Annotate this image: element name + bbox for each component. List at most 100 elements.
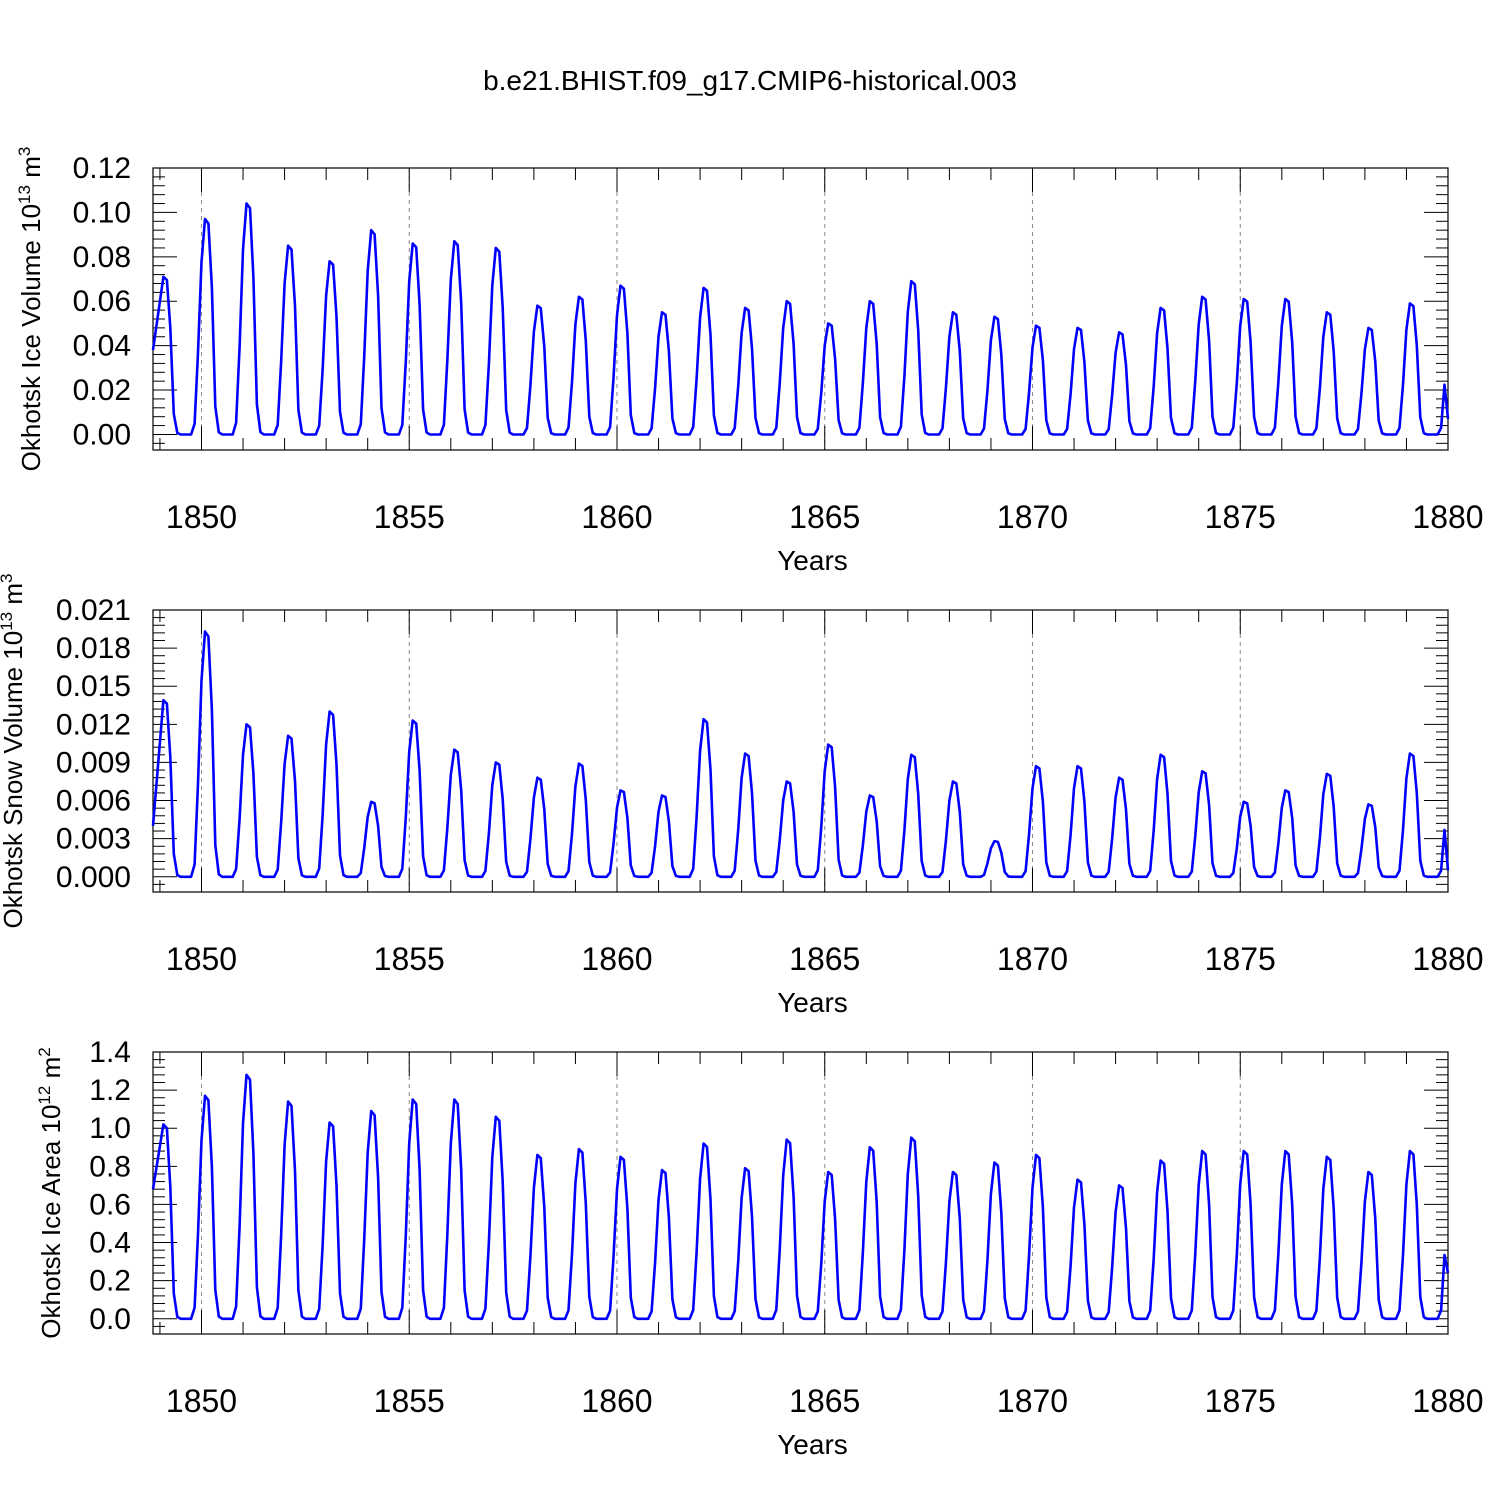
x-tick-label: 1880 — [1412, 499, 1483, 535]
x-tick-label: 1865 — [789, 1383, 860, 1419]
annual-peak-point — [246, 203, 247, 204]
series-line — [151, 202, 1450, 436]
annual-peak-point — [163, 276, 164, 277]
annual-peak-point — [703, 287, 704, 288]
annual-peak-point — [662, 795, 663, 796]
y-tick-label: 1.0 — [89, 1112, 131, 1145]
annual-peak-point — [828, 323, 829, 324]
x-tick-label: 1875 — [1205, 941, 1276, 977]
annual-peak-point — [288, 245, 289, 246]
y-axis-label-text: Okhotsk Snow Volume 10 — [0, 631, 28, 929]
annual-peak-point — [288, 735, 289, 736]
y-axis-label-unit-exponent: 3 — [15, 147, 34, 156]
y-tick-label: 0.00 — [73, 418, 131, 451]
y-axis-label-exponent: 13 — [15, 185, 34, 204]
annual-peak-point — [1160, 1160, 1161, 1161]
annual-peak-point — [371, 230, 372, 231]
annual-peak-point — [869, 795, 870, 796]
annual-peak-point — [1035, 325, 1036, 326]
annual-peak-point — [703, 719, 704, 720]
annual-peak-point — [1077, 766, 1078, 767]
annual-peak-point — [1243, 1151, 1244, 1152]
annual-peak-point — [288, 1101, 289, 1102]
annual-peak-point — [745, 753, 746, 754]
x-tick-label: 1880 — [1412, 941, 1483, 977]
series-line — [151, 630, 1450, 879]
annual-peak-point — [578, 763, 579, 764]
annual-peak-point — [1243, 299, 1244, 300]
annual-peak-point — [1409, 1151, 1410, 1152]
y-tick-label: 0.06 — [73, 285, 131, 318]
annual-peak-point — [537, 777, 538, 778]
x-tick-label: 1865 — [789, 499, 860, 535]
annual-peak-point — [246, 724, 247, 725]
figure-title: b.e21.BHIST.f09_g17.CMIP6-historical.003 — [483, 65, 1017, 96]
annual-peak-point — [246, 1074, 247, 1075]
annual-peak-point — [204, 1095, 205, 1096]
annual-peak-point — [1368, 804, 1369, 805]
x-tick-label: 1865 — [789, 941, 860, 977]
annual-peak-point — [1409, 303, 1410, 304]
annual-peak-point — [495, 1116, 496, 1117]
x-tick-label: 1860 — [581, 1383, 652, 1419]
annual-peak-point — [329, 711, 330, 712]
annual-peak-point — [495, 247, 496, 248]
annual-peak-point — [1202, 296, 1203, 297]
y-tick-label: 0.10 — [73, 196, 131, 229]
x-tick-label: 1860 — [581, 941, 652, 977]
panel-ice-area: 0.0 0.2 0.4 0.6 0.8 1.0 1.2 1.4 1850 1855 1860 1865… — [35, 1036, 1484, 1460]
y-axis-label-unit-exponent: 2 — [35, 1047, 54, 1056]
x-tick-label: 1855 — [374, 941, 445, 977]
panel-ice-volume: 0.00 0.02 0.04 0.06 0.08 0.10 0.12 1850 1855 1860… — [15, 147, 1484, 576]
annual-peak-point — [994, 316, 995, 317]
annual-peak-point — [163, 700, 164, 701]
series-line — [151, 1073, 1450, 1321]
x-tick-label: 1855 — [374, 499, 445, 535]
annual-peak-point — [1243, 801, 1244, 802]
annual-peak-point — [578, 1149, 579, 1150]
y-axis-label-exponent: 13 — [0, 612, 16, 631]
annual-peak-point — [1202, 1151, 1203, 1152]
x-tick-label: 1875 — [1205, 499, 1276, 535]
y-tick-label: 0.009 — [56, 746, 131, 779]
annual-peak-point — [412, 720, 413, 721]
annual-peak-point — [1285, 1151, 1286, 1152]
annual-peak-point — [329, 1122, 330, 1123]
annual-peak-point — [371, 1111, 372, 1112]
annual-peak-point — [620, 1156, 621, 1157]
annual-peak-point — [745, 1168, 746, 1169]
x-tick-label: 1870 — [997, 499, 1068, 535]
panel-snow-volume: 0.000 0.003 0.006 0.009 0.012 0.015 0.018 0.021… — [0, 574, 1484, 1019]
x-tick-label: 1880 — [1412, 1383, 1483, 1419]
annual-peak-point — [1326, 773, 1327, 774]
annual-peak-point — [911, 754, 912, 755]
annual-peak-point — [1285, 299, 1286, 300]
annual-peak-point — [329, 261, 330, 262]
y-tick-label: 0.0 — [89, 1303, 131, 1336]
y-axis-label: Okhotsk Snow Volume 1013 m3 — [0, 574, 28, 929]
annual-peak-point — [952, 781, 953, 782]
x-axis-label: Years — [777, 987, 848, 1018]
annual-peak-point — [495, 762, 496, 763]
y-axis-label-text: Okhotsk Ice Area 10 — [36, 1105, 66, 1339]
y-tick-label: 0.08 — [73, 241, 131, 274]
y-tick-label: 0.015 — [56, 670, 131, 703]
y-axis-label-text: Okhotsk Ice Volume 10 — [16, 204, 46, 471]
annual-peak-point — [412, 243, 413, 244]
y-tick-label: 0.006 — [56, 785, 131, 818]
x-axis-label: Years — [777, 545, 848, 576]
annual-peak-point — [703, 1143, 704, 1144]
annual-peak-point — [952, 1172, 953, 1173]
plot-frame — [152, 1051, 1449, 1335]
y-axis-label-unit-exponent: 3 — [0, 574, 16, 583]
annual-peak-point — [745, 307, 746, 308]
annual-peak-point — [1119, 332, 1120, 333]
y-axis-label-unit: m — [0, 583, 28, 612]
y-tick-label: 0.4 — [89, 1227, 131, 1260]
y-axis-label: Okhotsk Ice Area 1012 m2 — [35, 1047, 66, 1338]
annual-peak-point — [1119, 1185, 1120, 1186]
annual-peak-point — [163, 1124, 164, 1125]
y-tick-label: 0.02 — [73, 374, 131, 407]
annual-peak-point — [1035, 1154, 1036, 1155]
